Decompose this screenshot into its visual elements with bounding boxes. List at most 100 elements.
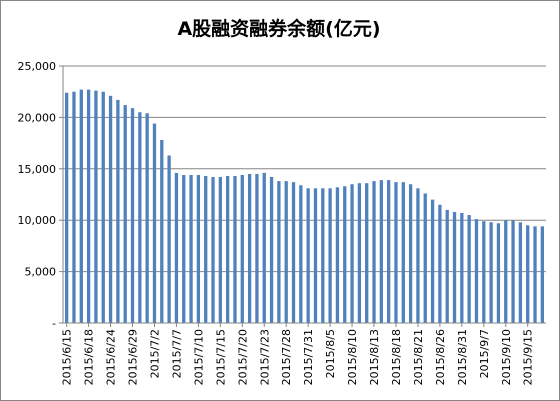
x-tick-label: 2015/7/20 [236, 329, 249, 385]
x-tick-label: 2015/7/31 [302, 329, 315, 385]
x-tick-label: 2015/7/7 [170, 329, 183, 378]
bar [430, 199, 435, 323]
bar [116, 99, 120, 323]
x-tick-label: 2015/7/23 [258, 329, 271, 385]
bar [372, 181, 376, 323]
bar [233, 176, 237, 323]
bar [182, 174, 186, 323]
bars [65, 89, 544, 324]
bar [72, 91, 76, 323]
bar [108, 95, 113, 323]
x-tick-label: 2015/8/18 [390, 329, 403, 385]
bar [445, 209, 449, 323]
bar [101, 91, 105, 323]
bar [189, 174, 193, 323]
x-tick-label: 2015/7/10 [192, 329, 205, 385]
bar [269, 177, 274, 323]
x-tick-label: 2015/8/26 [434, 329, 447, 385]
x-tick-label: 2015/6/18 [83, 329, 96, 385]
bar [526, 225, 530, 323]
bar [518, 222, 523, 323]
bar [379, 180, 383, 323]
bar [504, 220, 508, 323]
bar [123, 105, 127, 323]
bar [247, 173, 252, 323]
bar [321, 188, 325, 323]
y-tick-label: 15,000 [18, 163, 57, 176]
x-tick-label: 2015/7/2 [148, 329, 161, 378]
bar [138, 112, 142, 323]
bar [438, 204, 442, 323]
x-tick-label: 2015/8/13 [368, 329, 381, 385]
bar [226, 176, 230, 323]
x-tick-label: 2015/6/24 [105, 329, 118, 385]
x-tick-label: 2015/8/10 [346, 329, 359, 385]
bar [65, 92, 69, 323]
bar [467, 215, 471, 323]
bar [306, 188, 310, 323]
x-tick-label: 2015/6/15 [61, 329, 74, 385]
x-tick-label: 2015/9/10 [500, 329, 513, 385]
bar [255, 173, 259, 323]
bar [474, 219, 479, 323]
bar [211, 177, 215, 323]
bar [496, 223, 501, 323]
bar [160, 140, 164, 323]
bar [416, 188, 420, 323]
bar [335, 187, 340, 323]
bar [365, 183, 369, 323]
x-tick-label: 2015/7/28 [280, 329, 293, 385]
bar [489, 222, 493, 323]
x-tick-label: 2015/6/29 [127, 329, 140, 385]
bar [460, 213, 464, 323]
x-tick-label: 2015/9/7 [478, 329, 491, 378]
x-tick-label: 2015/8/21 [412, 329, 425, 385]
y-tick-label: 25,000 [18, 60, 57, 73]
bar [357, 183, 362, 323]
x-tick-label: 2015/8/31 [456, 329, 469, 385]
tick-labels: - 5,000 10,000 15,000 20,000 25,000 2015/6/15 2… [18, 60, 535, 385]
bar [511, 220, 515, 323]
y-tick-label: - [52, 317, 56, 330]
bar [86, 89, 91, 323]
bar [408, 184, 413, 323]
bar [394, 182, 398, 323]
bar [343, 186, 347, 323]
bar [94, 90, 98, 323]
y-tick-label: 20,000 [18, 111, 57, 124]
bar [174, 172, 179, 323]
bar [313, 188, 318, 323]
bar [145, 113, 149, 323]
bar [533, 226, 537, 323]
bar [401, 182, 405, 323]
bar [299, 185, 303, 323]
bar [328, 188, 332, 323]
bar [204, 176, 208, 323]
bar [482, 221, 486, 323]
bar [291, 182, 296, 323]
bar [240, 174, 244, 323]
bar [167, 155, 171, 323]
chart-title: A股融资融券余额(亿元) [177, 18, 381, 40]
x-tick-label: 2015/7/15 [214, 329, 227, 385]
x-tick-label: 2015/9/15 [522, 329, 535, 385]
bar [452, 211, 457, 323]
bar [79, 89, 83, 323]
gridlines [63, 65, 546, 273]
bar [218, 177, 222, 323]
bar [540, 226, 544, 323]
bar [152, 123, 157, 323]
bar [277, 181, 281, 323]
bar [196, 174, 201, 323]
bar [387, 180, 391, 323]
y-tick-label: 5,000 [25, 266, 57, 279]
x-tick-label: 2015/8/5 [324, 329, 337, 378]
bar [130, 108, 135, 324]
bar [423, 193, 427, 323]
bar [284, 181, 288, 323]
axes [59, 65, 546, 327]
bar [350, 184, 354, 323]
bar [262, 172, 266, 323]
y-tick-label: 10,000 [18, 214, 57, 227]
